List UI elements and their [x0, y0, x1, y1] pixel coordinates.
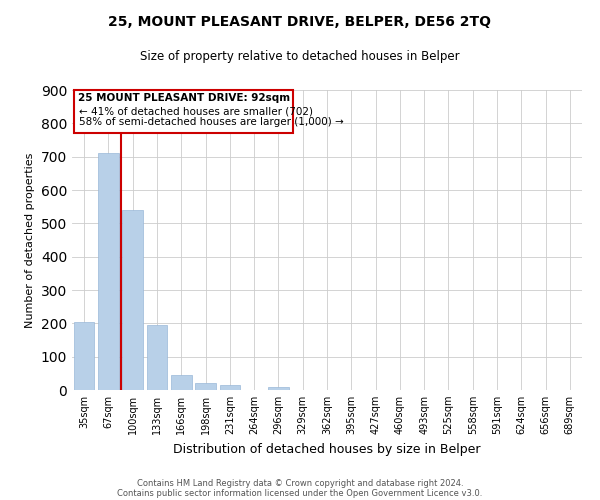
Text: Contains HM Land Registry data © Crown copyright and database right 2024.: Contains HM Land Registry data © Crown c… — [137, 478, 463, 488]
Text: 25, MOUNT PLEASANT DRIVE, BELPER, DE56 2TQ: 25, MOUNT PLEASANT DRIVE, BELPER, DE56 2… — [109, 15, 491, 29]
X-axis label: Distribution of detached houses by size in Belper: Distribution of detached houses by size … — [173, 442, 481, 456]
Bar — [195, 382, 216, 390]
Text: 58% of semi-detached houses are larger (1,000) →: 58% of semi-detached houses are larger (… — [79, 118, 344, 128]
Bar — [74, 322, 94, 390]
Bar — [98, 154, 119, 390]
Bar — [220, 386, 240, 390]
Bar — [122, 210, 143, 390]
Text: Size of property relative to detached houses in Belper: Size of property relative to detached ho… — [140, 50, 460, 63]
Y-axis label: Number of detached properties: Number of detached properties — [25, 152, 35, 328]
Bar — [268, 386, 289, 390]
Text: Contains public sector information licensed under the Open Government Licence v3: Contains public sector information licen… — [118, 488, 482, 498]
Bar — [146, 324, 167, 390]
Bar — [171, 374, 191, 390]
Text: 25 MOUNT PLEASANT DRIVE: 92sqm: 25 MOUNT PLEASANT DRIVE: 92sqm — [77, 94, 290, 104]
Text: ← 41% of detached houses are smaller (702): ← 41% of detached houses are smaller (70… — [79, 106, 313, 116]
FancyBboxPatch shape — [74, 90, 293, 134]
